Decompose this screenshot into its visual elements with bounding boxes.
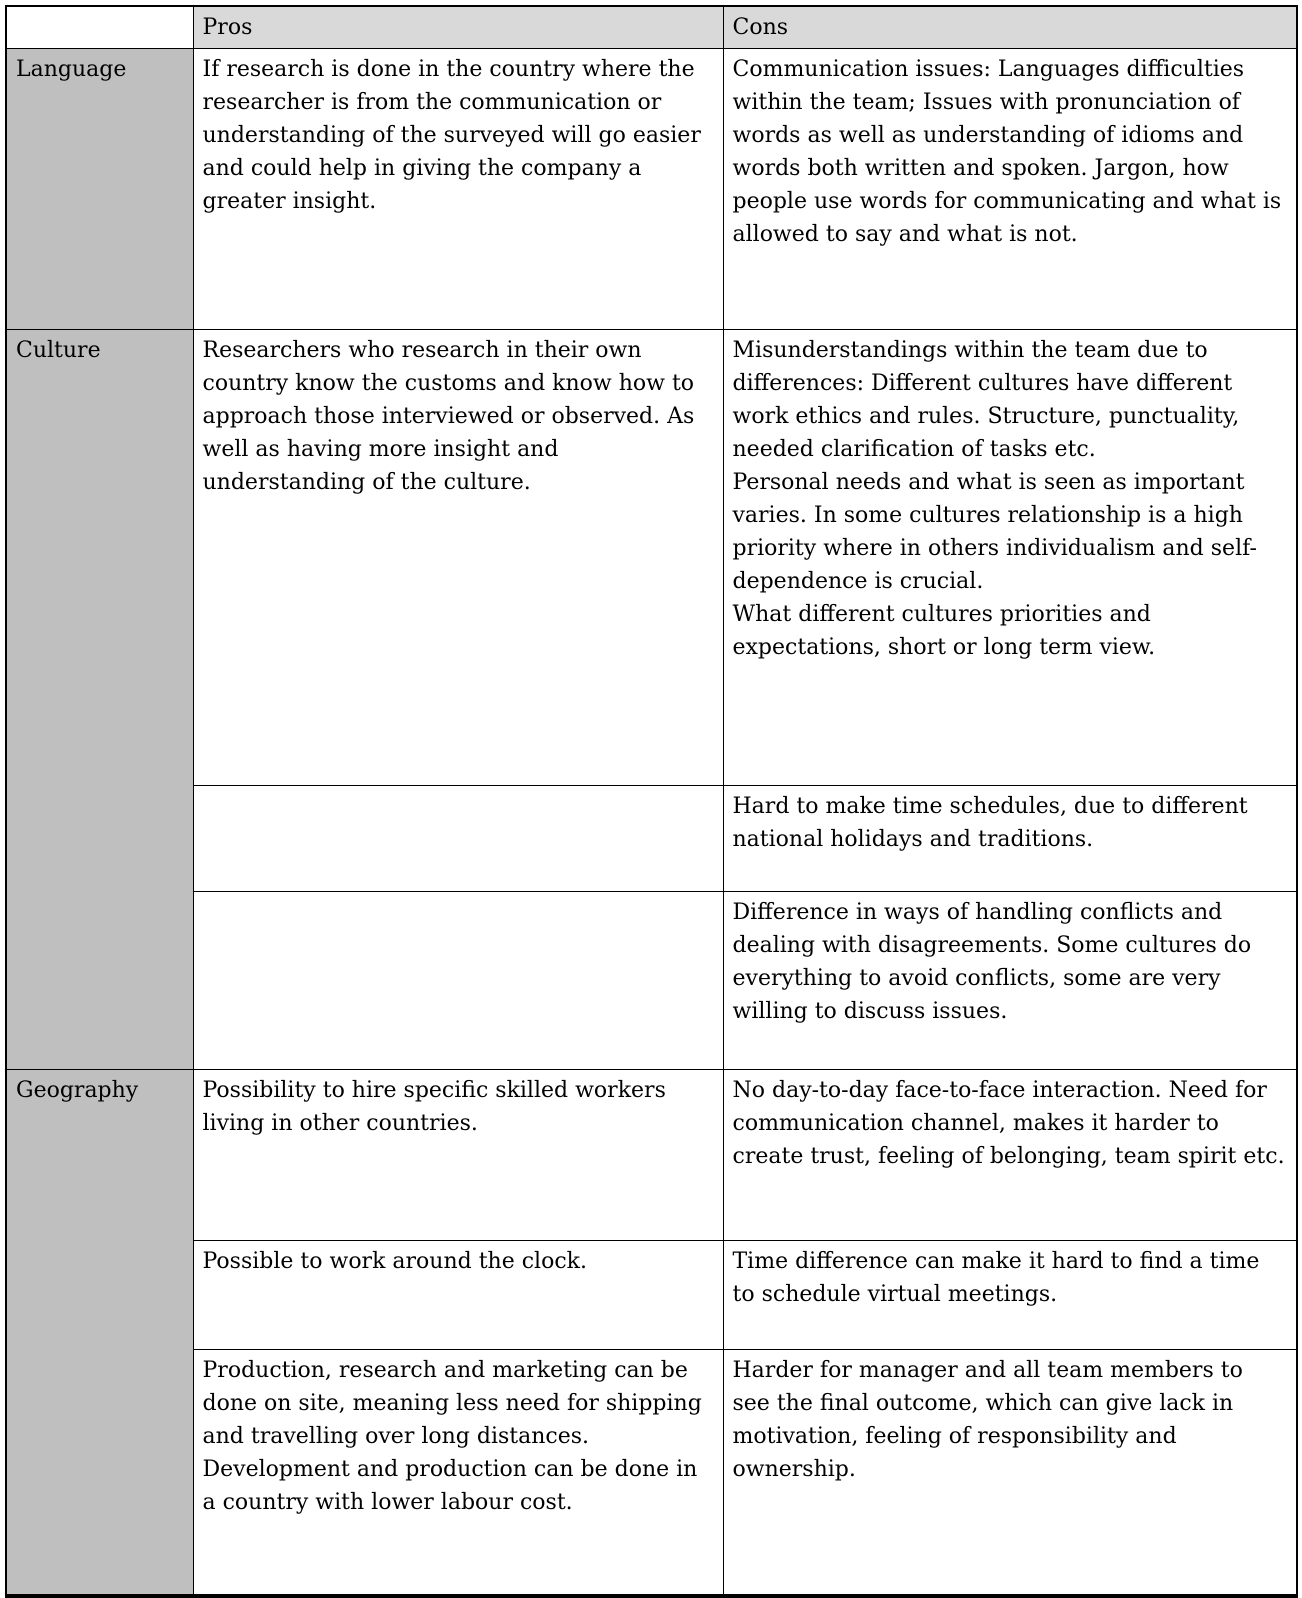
language-cons-cell: Communication issues: Languages difficul… (722, 48, 1298, 330)
culture-cons-cell-1: Misunderstandings within the team due to… (722, 329, 1298, 786)
row-label-culture: Culture (5, 329, 194, 1070)
culture-row-1: Culture Researchers who research in thei… (5, 329, 1298, 1070)
culture-cons-cell-2: Hard to make time schedules, due to diff… (722, 785, 1298, 892)
pros-cons-table: Pros Cons Language If research is done i… (5, 5, 1298, 1598)
culture-row-2: Hard to make time schedules, due to diff… (6, 785, 1298, 892)
geography-row-1: Geography Possibility to hire specific s… (5, 1069, 1298, 1596)
language-row: Language If research is done in the coun… (5, 48, 1298, 330)
geography-row-2: Possible to work around the clock. Time … (6, 1240, 1298, 1350)
culture-pros-cell-3-empty (192, 891, 724, 1070)
header-row: Pros Cons (5, 5, 1298, 49)
pros-column-header: Pros (192, 5, 724, 49)
geography-row-3: Production, research and marketing can b… (6, 1349, 1298, 1598)
culture-pros-cell: Researchers who research in their own co… (192, 329, 724, 786)
row-label-language: Language (5, 48, 194, 330)
geography-cons-cell-2: Time difference can make it hard to find… (722, 1240, 1298, 1350)
row-label-geography: Geography (5, 1069, 194, 1596)
geography-cons-cell-1: No day-to-day face-to-face interaction. … (722, 1069, 1298, 1241)
geography-pros-cell-3: Production, research and marketing can b… (192, 1349, 724, 1598)
culture-cons-cell-3: Difference in ways of handling conflicts… (722, 891, 1298, 1070)
language-pros-cell: If research is done in the country where… (192, 48, 724, 330)
geography-pros-cell-2: Possible to work around the clock. (192, 1240, 724, 1350)
geography-pros-cell-1: Possibility to hire specific skilled wor… (192, 1069, 724, 1241)
corner-cell (5, 5, 194, 49)
culture-row-3: Difference in ways of handling conflicts… (6, 891, 1298, 1070)
cons-column-header: Cons (722, 5, 1298, 49)
culture-pros-cell-2-empty (192, 785, 724, 892)
geography-cons-cell-3: Harder for manager and all team members … (722, 1349, 1298, 1598)
